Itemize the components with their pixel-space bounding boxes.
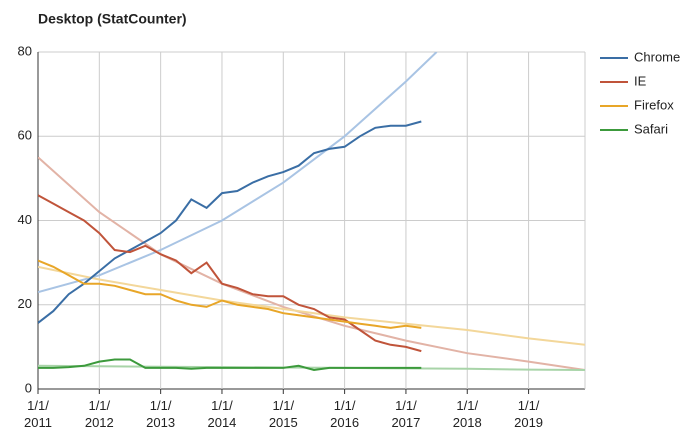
x-tick-label: 1/1/ 2018 (452, 398, 482, 430)
x-tick-label: 1/1/ 2011 (24, 398, 52, 430)
x-tick-label: 1/1/ 2019 (514, 398, 544, 430)
y-tick-label: 60 (18, 128, 32, 143)
y-tick-label: 80 (18, 43, 32, 58)
x-tick-label: 1/1/ 2012 (84, 398, 114, 430)
trend-line (38, 265, 585, 346)
chart-title: Desktop (StatCounter) (38, 11, 187, 27)
y-tick-label: 40 (18, 212, 32, 227)
x-tick-label: 1/1/ 2013 (146, 398, 176, 430)
legend-label: Safari (634, 121, 668, 136)
series-line (38, 120, 422, 324)
legend-label: Firefox (634, 97, 674, 112)
x-tick-label: 1/1/ 2015 (268, 398, 298, 430)
y-tick-label: 20 (18, 296, 32, 311)
trend-line (38, 52, 438, 294)
series-line (38, 259, 422, 329)
series-line (38, 194, 422, 353)
legend-label: Chrome (634, 49, 680, 64)
y-tick-label: 0 (25, 380, 32, 395)
x-tick-label: 1/1/ 2016 (330, 398, 360, 430)
trend-line (38, 156, 585, 371)
legend-label: IE (634, 73, 647, 88)
series-line (38, 358, 422, 372)
trend-line (38, 364, 585, 371)
x-tick-label: 1/1/ 2017 (391, 398, 421, 430)
x-tick-label: 1/1/ 2014 (207, 398, 237, 430)
